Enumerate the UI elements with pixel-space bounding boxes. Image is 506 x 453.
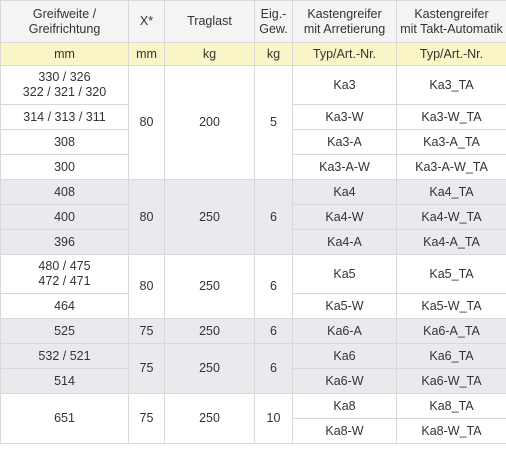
header-greifweite: Greifweite / Greifrichtung — [0, 0, 129, 43]
traglast-cell: 200 — [164, 65, 255, 180]
gewicht-cell: 10 — [254, 393, 293, 444]
greifweite-cell: 330 / 326 322 / 321 / 320 — [0, 65, 129, 105]
header-traglast: Traglast — [164, 0, 255, 43]
arretierung-cell: Ka8 — [292, 393, 397, 419]
arretierung-cell: Ka4-A — [292, 229, 397, 255]
greifweite-cell: 464 — [0, 293, 129, 319]
table-row: 651 75 250 10 Ka8 Ka8_TA — [0, 393, 506, 444]
x-cell: 80 — [128, 254, 165, 319]
x-cell: 80 — [128, 179, 165, 255]
traglast-cell: 250 — [164, 393, 255, 444]
unit-x: mm — [128, 42, 165, 66]
greifweite-cell: 400 — [0, 204, 129, 230]
greifweite-cell: 308 — [0, 129, 129, 155]
table-row: 330 / 326 322 / 321 / 320 80 200 5 Ka3 Ka… — [0, 65, 506, 180]
traglast-cell: 250 — [164, 318, 255, 344]
greifweite-cell: 532 / 521 — [0, 343, 129, 369]
traglast-cell: 250 — [164, 179, 255, 255]
greifweite-cell: 514 — [0, 368, 129, 394]
greifweite-cell: 300 — [0, 154, 129, 180]
header-takt-automatik: Kastengreifer mit Takt-Automatik — [396, 0, 506, 43]
unit-eigengewicht: kg — [254, 42, 293, 66]
gewicht-cell: 6 — [254, 254, 293, 319]
greifweite-cell: 480 / 475 472 / 471 — [0, 254, 129, 294]
table-row: 400 Ka4-W Ka4-W_TA — [0, 204, 506, 230]
takt-cell: Ka3_TA — [396, 65, 506, 105]
arretierung-cell: Ka4-W — [292, 204, 397, 230]
arretierung-cell: Ka5 — [292, 254, 397, 294]
takt-cell: Ka3-W_TA — [396, 104, 506, 130]
arretierung-cell: Ka4 — [292, 179, 397, 205]
x-cell: 75 — [128, 318, 165, 344]
table-row: 408 80 250 6 Ka4 Ka4_TA — [0, 179, 506, 255]
unit-arretierung: Typ/Art.-Nr. — [292, 42, 397, 66]
takt-cell: Ka4-W_TA — [396, 204, 506, 230]
unit-takt-automatik: Typ/Art.-Nr. — [396, 42, 506, 66]
arretierung-cell: Ka3-A — [292, 129, 397, 155]
takt-cell: Ka6-W_TA — [396, 368, 506, 394]
table-row: 532 / 521 75 250 6 Ka6 Ka6_TA — [0, 343, 506, 394]
header-eigengewicht: Eig.- Gew. — [254, 0, 293, 43]
traglast-cell: 250 — [164, 254, 255, 319]
unit-traglast: kg — [164, 42, 255, 66]
arretierung-cell: Ka8-W — [292, 418, 397, 444]
takt-cell: Ka8_TA — [396, 393, 506, 419]
gewicht-cell: 5 — [254, 65, 293, 180]
traglast-cell: 250 — [164, 343, 255, 394]
greifweite-cell: 314 / 313 / 311 — [0, 104, 129, 130]
x-cell: 75 — [128, 343, 165, 394]
greifweite-cell: 408 — [0, 179, 129, 205]
arretierung-cell: Ka6-A — [292, 318, 397, 344]
takt-cell: Ka6_TA — [396, 343, 506, 369]
table-row: 396 Ka4-A Ka4-A_TA — [0, 229, 506, 255]
greifweite-cell: 396 — [0, 229, 129, 255]
header-arretierung: Kastengreifer mit Arretierung — [292, 0, 397, 43]
arretierung-cell: Ka3-A-W — [292, 154, 397, 180]
takt-cell: Ka5-W_TA — [396, 293, 506, 319]
table-row: 525 75 250 6 Ka6-A Ka6-A_TA — [0, 318, 506, 344]
x-cell: 80 — [128, 65, 165, 180]
gewicht-cell: 6 — [254, 343, 293, 394]
x-cell: 75 — [128, 393, 165, 444]
unit-row: mm mm kg kg Typ/Art.-Nr. Typ/Art.-Nr. — [0, 42, 506, 66]
greifweite-cell: 651 — [0, 393, 129, 444]
takt-cell: Ka8-W_TA — [396, 418, 506, 444]
arretierung-cell: Ka3 — [292, 65, 397, 105]
takt-cell: Ka6-A_TA — [396, 318, 506, 344]
header-row: Greifweite / Greifrichtung X* Traglast Ei… — [0, 0, 506, 43]
table-row: 314 / 313 / 311 Ka3-W Ka3-W_TA — [0, 104, 506, 130]
arretierung-cell: Ka3-W — [292, 104, 397, 130]
takt-cell: Ka4_TA — [396, 179, 506, 205]
table-row: 308 Ka3-A Ka3-A_TA — [0, 129, 506, 155]
gewicht-cell: 6 — [254, 179, 293, 255]
table-row: 300 Ka3-A-W Ka3-A-W_TA — [0, 154, 506, 180]
header-x: X* — [128, 0, 165, 43]
takt-cell: Ka3-A_TA — [396, 129, 506, 155]
gewicht-cell: 6 — [254, 318, 293, 344]
takt-cell: Ka4-A_TA — [396, 229, 506, 255]
arretierung-cell: Ka5-W — [292, 293, 397, 319]
unit-greifweite: mm — [0, 42, 129, 66]
table-row: Ka8-W Ka8-W_TA — [1, 418, 506, 444]
arretierung-cell: Ka6 — [292, 343, 397, 369]
table-row: 480 / 475 472 / 471 80 250 6 Ka5 Ka5_TA — [0, 254, 506, 319]
takt-cell: Ka3-A-W_TA — [396, 154, 506, 180]
greifweite-cell: 525 — [0, 318, 129, 344]
takt-cell: Ka5_TA — [396, 254, 506, 294]
table-row: 514 Ka6-W Ka6-W_TA — [0, 368, 506, 394]
arretierung-cell: Ka6-W — [292, 368, 397, 394]
